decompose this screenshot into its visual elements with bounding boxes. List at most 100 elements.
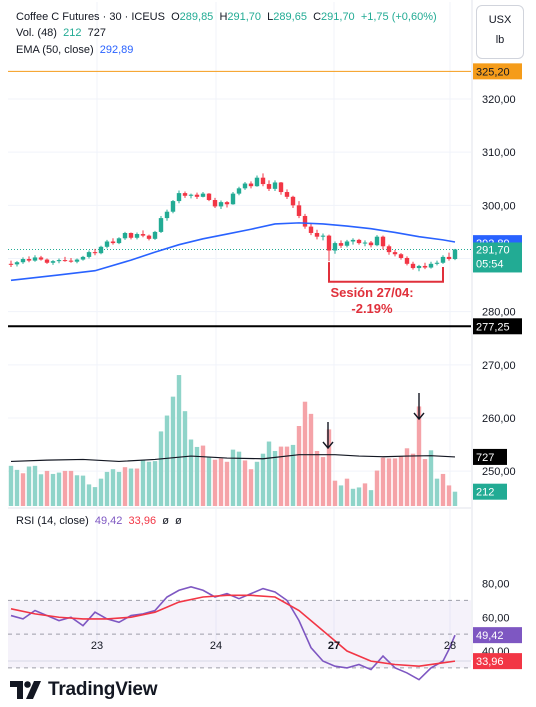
candle-down — [410, 263, 416, 269]
volume-bar — [152, 461, 158, 506]
volume-bar — [86, 484, 92, 506]
horizontal-line-label-bg — [473, 318, 522, 335]
candle-up — [452, 249, 458, 260]
candle-up — [122, 232, 128, 239]
symbol-title[interactable]: Coffee C Futures · 30 · ICEUS — [16, 11, 165, 23]
volume-bar — [74, 475, 80, 506]
annotation-line-1: Sesión 27/04: — [330, 285, 414, 300]
volume-ma-label: 727 — [476, 452, 494, 464]
volume-bar — [368, 490, 374, 506]
candle-up — [20, 259, 26, 263]
volume-bar — [446, 485, 452, 506]
candle-up — [242, 183, 248, 189]
candle-up — [134, 234, 140, 238]
candle-down — [284, 192, 290, 197]
volume-bar — [32, 465, 38, 506]
candle-up — [98, 246, 104, 254]
volume-bar — [326, 429, 332, 506]
ema-legend[interactable]: EMA (50, close) 292,89 — [16, 43, 133, 57]
candle-down — [278, 182, 284, 193]
volume-label: Vol. (48) — [16, 27, 57, 39]
price-tick-label: 320,00 — [482, 94, 516, 106]
volume-bar — [68, 470, 74, 506]
volume-bar — [380, 457, 386, 506]
volume-bar — [278, 446, 284, 506]
tradingview-logo[interactable]: TradingView — [10, 679, 158, 701]
volume-bar — [236, 451, 242, 506]
volume-bar — [320, 457, 326, 506]
volume-bar — [116, 471, 122, 506]
candle-down — [338, 243, 344, 246]
candle-down — [266, 184, 272, 189]
volume-bar — [134, 468, 140, 506]
rsi-tick-label: 80,00 — [482, 579, 510, 591]
candle-down — [128, 232, 134, 238]
rsi-ma-value-label-bg — [473, 653, 522, 670]
candle-up — [32, 257, 38, 261]
candle-down — [392, 252, 398, 255]
candle-up — [200, 193, 206, 197]
volume-bar — [338, 485, 344, 506]
session-annotation: Sesión 27/04: -2.19% — [306, 285, 438, 317]
volume-bar — [182, 411, 188, 506]
candle-down — [314, 232, 320, 237]
candle-down — [260, 177, 266, 185]
candle-down — [38, 257, 44, 260]
candle-down — [368, 242, 374, 246]
volume-bar — [254, 461, 260, 506]
volume-bar — [308, 413, 314, 506]
candle-up — [362, 242, 368, 244]
volume-bar — [290, 444, 296, 506]
candle-down — [68, 260, 74, 262]
volume-bar — [206, 457, 212, 506]
rsi-label: RSI (14, close) — [16, 515, 89, 527]
candle-up — [230, 193, 236, 205]
ohlc-low-value: 289,65 — [273, 11, 307, 23]
volume-ma-line — [10, 454, 456, 463]
ohlc-close-value: 291,70 — [321, 11, 355, 23]
candle-up — [332, 243, 338, 251]
volume-bar — [170, 396, 176, 506]
rsi-value: 49,42 — [94, 515, 123, 527]
volume-bar — [146, 461, 152, 506]
tradingview-logo-text: TradingView — [48, 679, 158, 700]
candle-up — [344, 241, 350, 246]
volume-bar — [56, 472, 62, 506]
candle-down — [44, 259, 50, 263]
candle-down — [146, 235, 152, 239]
rsi-legend[interactable]: RSI (14, close) 49,42 33,96 ø ø — [16, 514, 182, 528]
volume-bar — [398, 456, 404, 506]
candle-up — [50, 261, 56, 263]
ema-line — [10, 222, 456, 282]
volume-bar — [122, 467, 128, 506]
candle-down — [110, 241, 116, 244]
ohlc-close-key: C — [313, 11, 322, 23]
alert-price-label: 325,20 — [476, 66, 510, 78]
volume-bar — [272, 450, 278, 506]
candle-up — [176, 193, 182, 202]
rsi-panel — [8, 586, 471, 681]
price-tick-label: 280,00 — [482, 307, 516, 319]
candle-down — [182, 193, 188, 196]
currency-label: USX — [488, 14, 512, 26]
volume-bar — [392, 458, 398, 506]
candle-down — [386, 246, 392, 253]
currency-unit-button[interactable]: USX lb — [476, 5, 524, 59]
candle-down — [398, 254, 404, 258]
volume-bar — [422, 459, 428, 506]
candle-up — [164, 211, 170, 219]
volume-bar — [188, 439, 194, 506]
volume-bar — [302, 401, 308, 506]
change-value: +1,75 (+0,60%) — [360, 11, 437, 23]
volume-bar — [404, 448, 410, 506]
volume-bar — [410, 453, 416, 506]
volume-bar — [38, 474, 44, 506]
candle-up — [236, 188, 242, 194]
candle-up — [320, 235, 326, 237]
arrow-head — [413, 412, 425, 421]
candle-down — [248, 183, 254, 187]
volume-legend[interactable]: Vol. (48) 212 727 — [16, 26, 106, 40]
candle-down — [224, 202, 230, 205]
candle-up — [254, 177, 260, 187]
